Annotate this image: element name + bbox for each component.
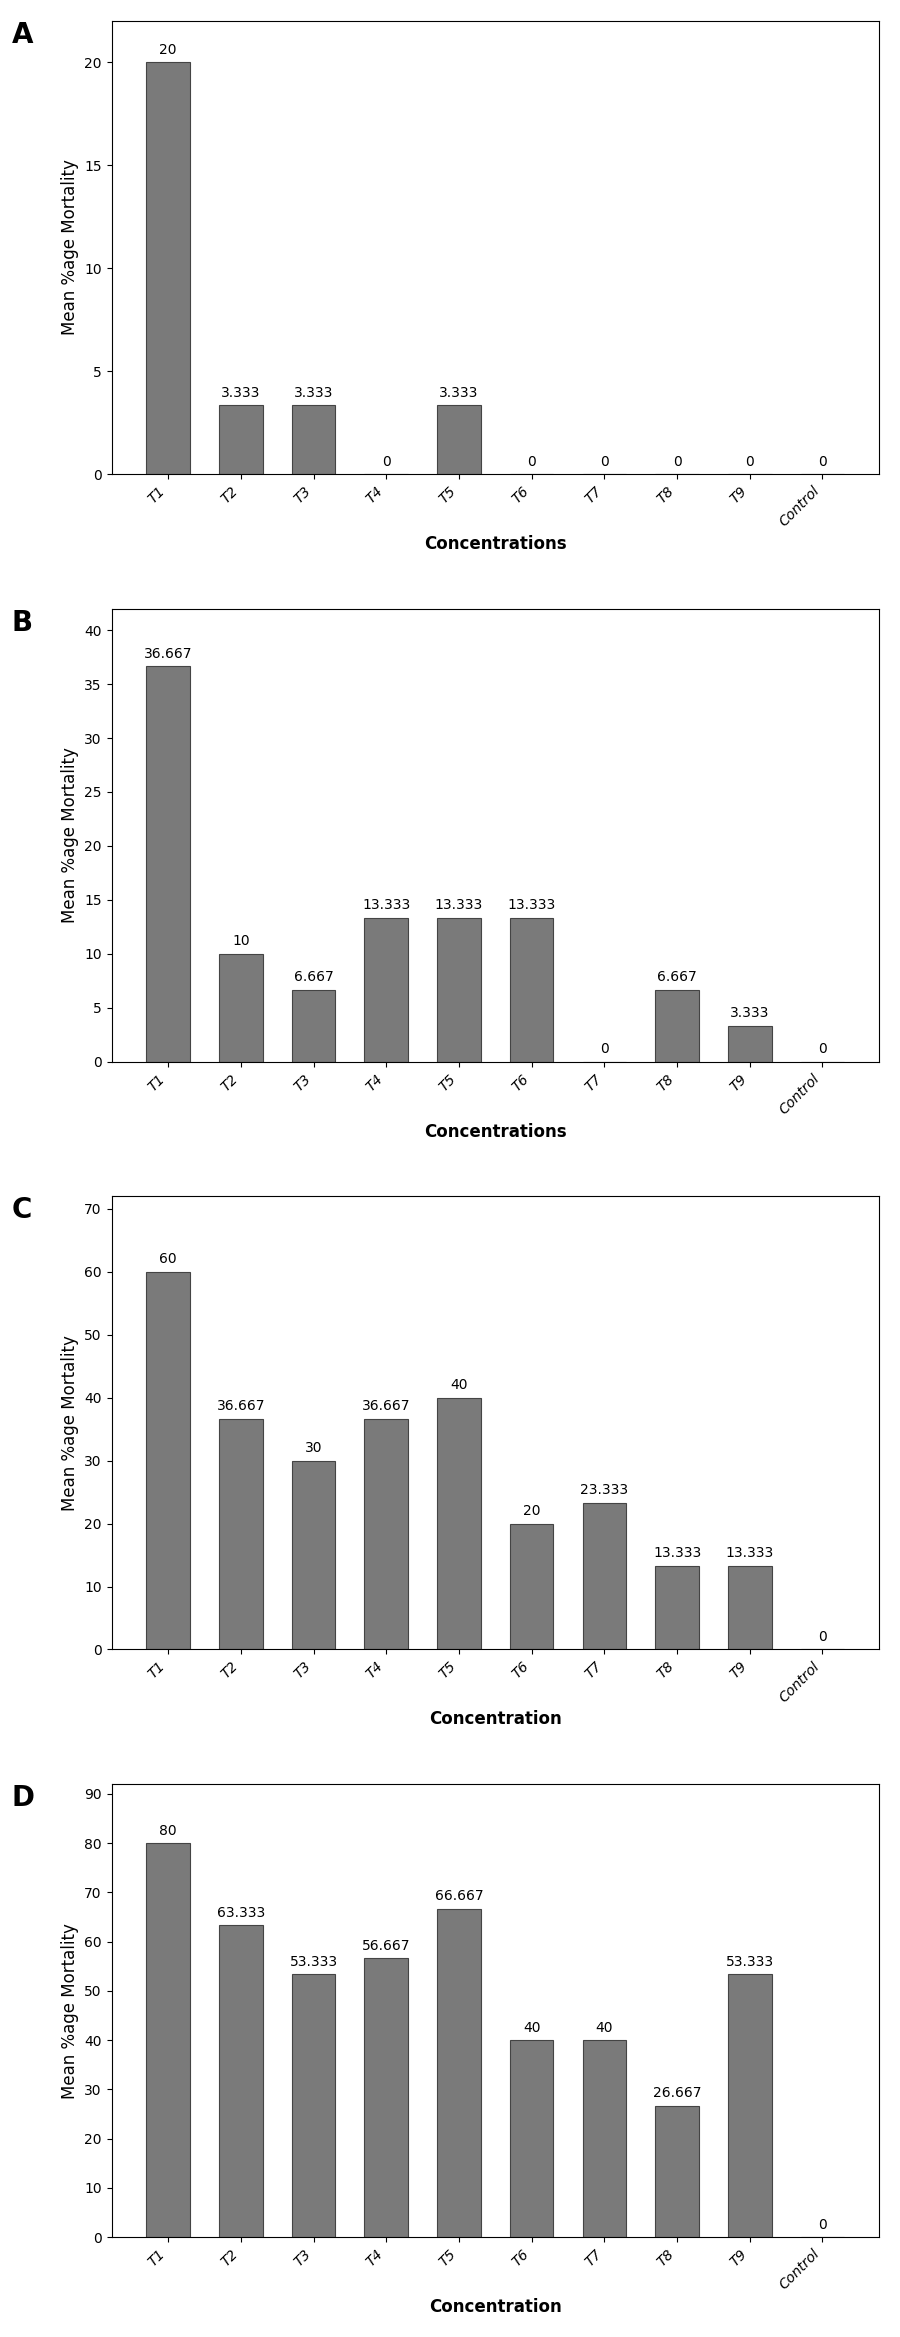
Bar [147,666,190,1061]
Text: 20: 20 [159,42,177,56]
Text: 53.333: 53.333 [290,1956,338,1970]
Text: 40: 40 [450,1379,468,1393]
X-axis label: Concentration: Concentration [429,2297,562,2316]
Bar [510,918,554,1061]
Text: 23.333: 23.333 [580,1484,628,1498]
Bar [582,1503,626,1650]
Text: 0: 0 [527,456,536,470]
Y-axis label: Mean %age Mortality: Mean %age Mortality [60,159,78,337]
Text: 3.333: 3.333 [439,386,479,400]
Bar [219,1419,263,1650]
Bar [364,1958,408,2237]
Text: 6.667: 6.667 [293,970,334,984]
Text: 3.333: 3.333 [221,386,261,400]
Text: 0: 0 [745,456,754,470]
Text: 13.333: 13.333 [652,1547,701,1561]
Text: 63.333: 63.333 [217,1905,265,1919]
Bar [219,1926,263,2237]
Text: 6.667: 6.667 [657,970,697,984]
Text: 13.333: 13.333 [435,897,483,911]
Bar [655,2106,699,2237]
Text: 13.333: 13.333 [508,897,556,911]
Text: 36.667: 36.667 [144,647,193,661]
Y-axis label: Mean %age Mortality: Mean %age Mortality [60,1334,78,1510]
Text: 53.333: 53.333 [725,1956,774,1970]
Text: 3.333: 3.333 [294,386,333,400]
Text: 26.667: 26.667 [652,2087,701,2101]
Text: A: A [12,21,33,49]
Bar [147,1844,190,2237]
Text: 0: 0 [600,1042,608,1056]
Text: 30: 30 [305,1442,322,1456]
Text: 13.333: 13.333 [725,1547,774,1561]
Text: 0: 0 [818,456,827,470]
Text: 0: 0 [382,456,391,470]
Bar [655,1566,699,1650]
Bar [147,1271,190,1650]
Bar [728,1566,771,1650]
Bar [728,1975,771,2237]
Bar [292,1461,336,1650]
Bar [582,2040,626,2237]
Bar [292,1975,336,2237]
Bar [292,404,336,474]
Y-axis label: Mean %age Mortality: Mean %age Mortality [60,748,78,923]
Bar [437,404,481,474]
Text: 10: 10 [232,935,249,949]
Text: B: B [12,608,32,636]
Bar [437,918,481,1061]
Text: 36.667: 36.667 [362,1400,410,1414]
Text: 0: 0 [672,456,681,470]
Bar [510,2040,554,2237]
Bar [655,991,699,1061]
Text: 56.667: 56.667 [362,1940,410,1954]
Text: 40: 40 [523,2022,540,2036]
Text: 80: 80 [159,1823,177,1837]
Bar [292,991,336,1061]
Bar [147,63,190,474]
Text: 0: 0 [818,1629,827,1643]
Text: 20: 20 [523,1505,540,1519]
Bar [437,1398,481,1650]
Bar [728,1026,771,1061]
Bar [219,953,263,1061]
Text: 0: 0 [600,456,608,470]
Text: 36.667: 36.667 [217,1400,266,1414]
Bar [364,918,408,1061]
Bar [437,1909,481,2237]
X-axis label: Concentrations: Concentrations [424,1122,567,1140]
Bar [510,1524,554,1650]
Text: 60: 60 [159,1253,177,1267]
Y-axis label: Mean %age Mortality: Mean %age Mortality [60,1923,78,2099]
Text: 66.667: 66.667 [435,1888,483,1902]
X-axis label: Concentration: Concentration [429,1711,562,1729]
Text: 3.333: 3.333 [730,1007,770,1021]
Text: C: C [12,1197,32,1225]
Bar [219,404,263,474]
Text: 13.333: 13.333 [362,897,410,911]
Text: 0: 0 [818,1042,827,1056]
Text: 0: 0 [818,2218,827,2232]
Text: 40: 40 [596,2022,613,2036]
X-axis label: Concentrations: Concentrations [424,535,567,554]
Text: D: D [12,1783,35,1811]
Bar [364,1419,408,1650]
